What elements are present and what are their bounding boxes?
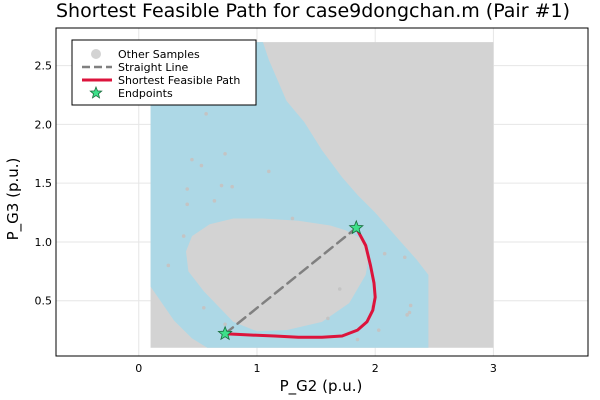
sample-point xyxy=(201,305,206,310)
sample-point xyxy=(326,316,330,321)
endpoint-marker xyxy=(217,325,233,341)
sample-point xyxy=(405,313,409,317)
sample-point xyxy=(337,287,342,291)
sample-point xyxy=(267,169,271,174)
x-tick-label: 0 xyxy=(135,362,142,375)
sample-point xyxy=(223,322,227,327)
y-tick-label: 2.5 xyxy=(35,60,53,73)
y-tick-label: 1.0 xyxy=(35,236,53,249)
legend-label: Endpoints xyxy=(118,87,173,100)
sample-point xyxy=(407,310,412,315)
y-tick-label: 1.5 xyxy=(35,177,53,190)
sample-point xyxy=(190,157,194,162)
sample-point xyxy=(382,251,387,256)
plot-frame xyxy=(55,27,589,357)
chart-title: Shortest Feasible Path for case9dongchan… xyxy=(56,0,570,22)
sample-point xyxy=(402,255,407,260)
x-tick-label: 2 xyxy=(372,362,379,375)
sample-point xyxy=(204,112,208,116)
x-tick-label: 1 xyxy=(253,362,260,375)
y-axis-label: P_G3 (p.u.) xyxy=(4,158,23,241)
straight-line-series xyxy=(223,226,358,335)
shortest-path-series xyxy=(223,226,377,339)
sample-point xyxy=(223,151,227,156)
y-tick-label: 0.5 xyxy=(35,295,53,308)
legend-box xyxy=(71,39,257,106)
sample-point xyxy=(199,163,204,168)
sample-point xyxy=(181,234,186,238)
legend-label: Straight Line xyxy=(118,61,189,74)
sample-point xyxy=(230,184,234,189)
legend-marker-star xyxy=(89,85,103,99)
sample-point xyxy=(185,187,190,191)
legend-marker-circle xyxy=(91,49,101,59)
legend-label: Shortest Feasible Path xyxy=(118,74,240,87)
sample-point xyxy=(219,183,224,188)
x-tick-label: 3 xyxy=(490,362,497,375)
x-axis-label: P_G2 (p.u.) xyxy=(280,377,363,396)
legend-label: Other Samples xyxy=(118,48,200,61)
sample-point xyxy=(355,337,360,342)
sample-point xyxy=(290,216,295,221)
sample-point xyxy=(408,303,413,308)
endpoint-marker xyxy=(348,219,364,235)
y-tick-label: 2.0 xyxy=(35,118,53,131)
feasible-region xyxy=(150,42,429,348)
sample-point xyxy=(376,328,381,332)
sample-point xyxy=(185,202,190,207)
sample-point xyxy=(212,199,217,203)
sample-point xyxy=(166,263,171,268)
